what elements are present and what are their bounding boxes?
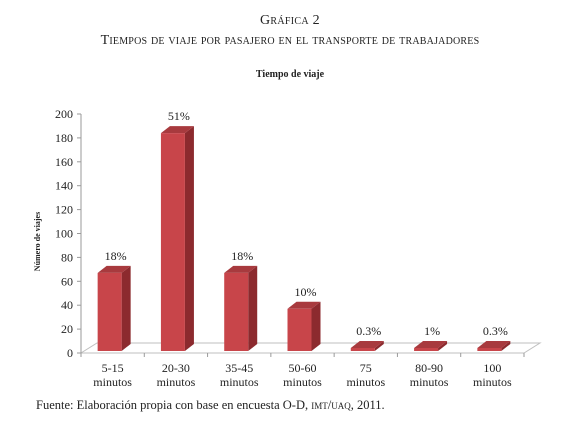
source-prefix: Fuente: Elaboración propia con base en e… — [36, 398, 312, 412]
x-tick-label: minutos — [220, 375, 259, 389]
source-note: Fuente: Elaboración propia con base en e… — [36, 398, 385, 413]
data-label: 51% — [168, 109, 190, 123]
bar-top — [160, 126, 194, 134]
data-label: 0.3% — [356, 324, 381, 338]
bar-side — [184, 126, 194, 352]
x-tick-label: 75 — [360, 361, 372, 375]
y-tick-label: 200 — [55, 107, 73, 121]
chart-title: Tiempo de viaje — [255, 69, 325, 80]
data-label: 18% — [105, 249, 127, 263]
bar-top — [97, 265, 131, 273]
bar-side — [248, 265, 258, 351]
bar — [414, 348, 439, 351]
y-tick-label: 80 — [61, 250, 73, 264]
y-tick-label: 160 — [55, 155, 73, 169]
y-tick-label: 0 — [67, 346, 73, 360]
bar-side — [501, 341, 511, 351]
x-tick-label: 80-90 — [415, 361, 443, 375]
data-label: 10% — [295, 285, 317, 299]
y-tick-label: 140 — [55, 179, 73, 193]
x-tick-label: minutos — [473, 375, 512, 389]
x-tick-label: 20-30 — [162, 361, 190, 375]
source-suffix: , 2011. — [350, 398, 385, 412]
y-tick-label: 100 — [55, 227, 73, 241]
y-tick-label: 20 — [61, 322, 73, 336]
x-tick-label: minutos — [346, 375, 385, 389]
bar-top — [287, 301, 321, 309]
bar — [224, 272, 249, 351]
bar-side — [374, 341, 384, 351]
y-tick-label: 180 — [55, 131, 73, 145]
data-label: 18% — [231, 249, 253, 263]
x-tick-label: minutos — [157, 375, 196, 389]
source-institution: imt/uaq — [311, 398, 351, 412]
bar-side — [121, 265, 131, 351]
bar-top — [350, 341, 384, 348]
x-tick-label: minutos — [410, 375, 449, 389]
figure-label: Gráfica 2 — [260, 13, 320, 28]
y-tick-label: 60 — [61, 274, 73, 288]
chart-floor — [79, 342, 542, 354]
bar — [477, 348, 502, 351]
y-tick-label: 40 — [61, 298, 73, 312]
x-tick-label: 5-15 — [102, 361, 124, 375]
bar-top — [414, 341, 448, 348]
data-label: 0.3% — [483, 324, 508, 338]
bar — [350, 348, 375, 351]
bar-side — [438, 341, 448, 351]
bar — [160, 133, 185, 351]
x-tick-label: 50-60 — [289, 361, 317, 375]
bar-side — [311, 301, 321, 351]
bar — [97, 272, 122, 351]
y-tick-label: 120 — [55, 203, 73, 217]
x-tick-label: 100 — [483, 361, 501, 375]
x-tick-label: 35-45 — [225, 361, 253, 375]
bar-top — [477, 341, 511, 348]
y-axis-label: Número de viajes — [33, 212, 42, 271]
figure-title: Tiempos de viaje por pasajero en el tran… — [100, 33, 480, 48]
bar-top — [224, 265, 258, 273]
bar — [287, 308, 312, 351]
x-tick-label: minutos — [93, 375, 132, 389]
data-label: 1% — [424, 324, 440, 338]
x-tick-label: minutos — [283, 375, 322, 389]
